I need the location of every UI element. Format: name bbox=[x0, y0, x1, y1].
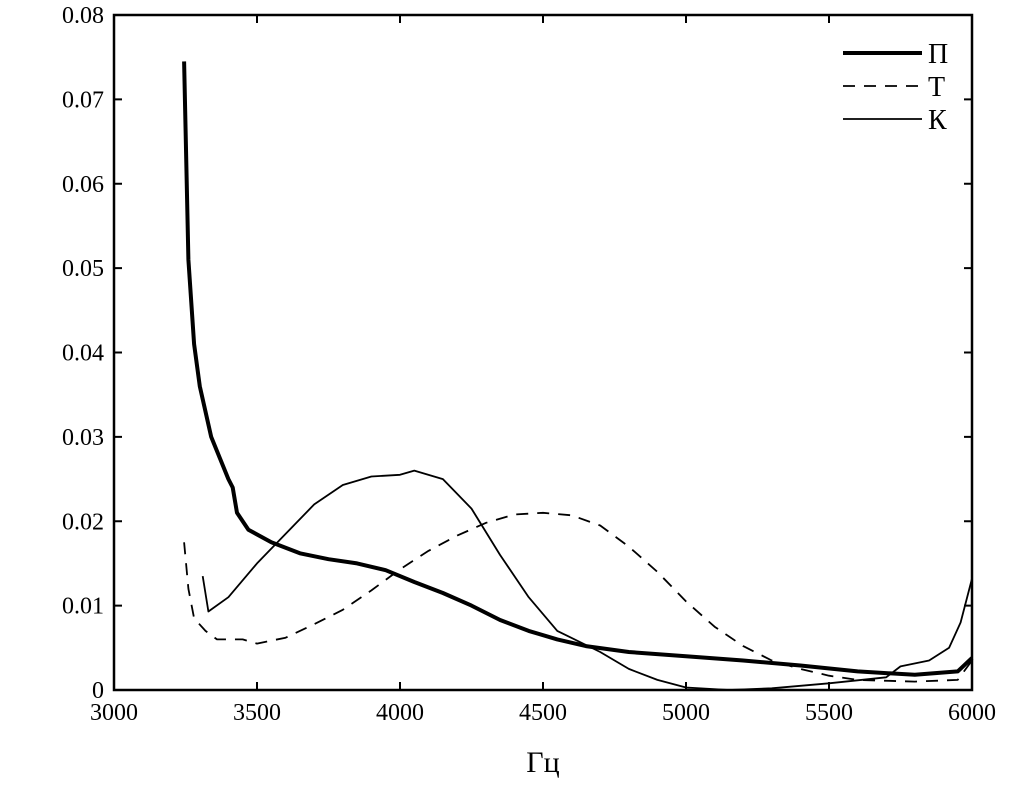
legend-label: П bbox=[928, 39, 948, 70]
y-tick-label: 0.05 bbox=[62, 256, 104, 282]
series-line-2 bbox=[201, 469, 973, 691]
y-tick-label: 0.07 bbox=[62, 87, 104, 113]
y-tick-label: 0.01 bbox=[62, 594, 104, 620]
x-tick-label: 6000 bbox=[948, 700, 996, 726]
x-tick-label: 3500 bbox=[233, 700, 281, 726]
x-tick-label: 4500 bbox=[519, 700, 567, 726]
plot-frame bbox=[112, 13, 974, 692]
x-tick-label: 3000 bbox=[90, 700, 138, 726]
x-tick-label: 4000 bbox=[376, 700, 424, 726]
x-axis-label: Гц bbox=[526, 746, 559, 779]
legend: ПТК bbox=[843, 39, 948, 136]
x-tick-label: 5000 bbox=[662, 700, 710, 726]
y-tick-label: 0.02 bbox=[62, 509, 104, 535]
series-group bbox=[182, 61, 974, 691]
x-tick-label: 5500 bbox=[805, 700, 853, 726]
y-tick-label: 0.08 bbox=[62, 3, 104, 29]
y-tick-label: 0.06 bbox=[62, 172, 104, 198]
y-tick-label: 0 bbox=[92, 678, 104, 704]
y-tick-label: 0.03 bbox=[62, 425, 104, 451]
series-line-1 bbox=[183, 511, 973, 683]
series-line-0 bbox=[182, 61, 974, 677]
y-tick-label: 0.04 bbox=[62, 341, 104, 367]
legend-label: К bbox=[928, 105, 947, 136]
legend-label: Т bbox=[928, 72, 945, 103]
axis-ticks: 3000 3500 4000 4500 5000 5500 6000 0 0.01 0.02 0.0… bbox=[62, 3, 996, 726]
